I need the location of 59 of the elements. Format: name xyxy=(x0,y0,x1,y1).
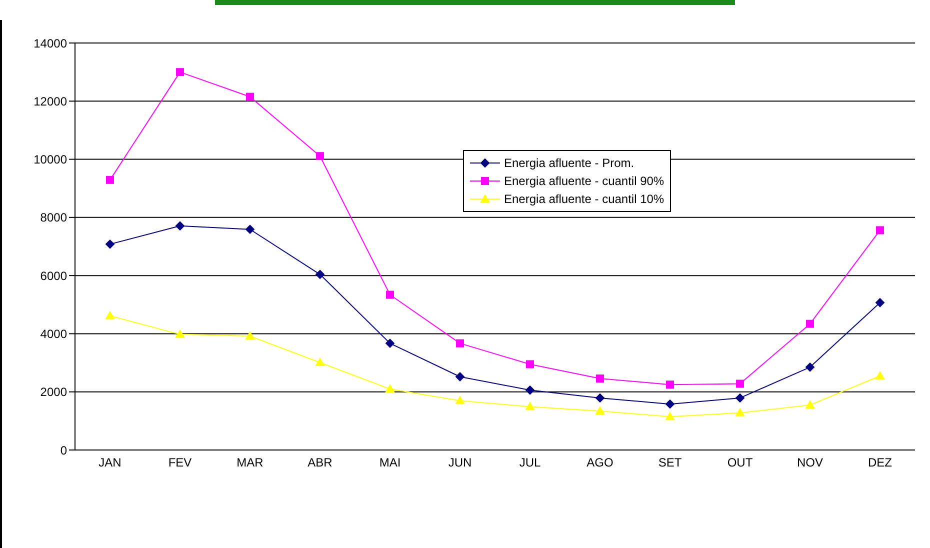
x-tick-label: OUT xyxy=(727,456,754,470)
point xyxy=(456,396,464,404)
point xyxy=(176,330,184,338)
x-tick-label: MAI xyxy=(379,456,401,470)
point xyxy=(666,412,674,420)
point xyxy=(386,338,394,348)
x-tick-label: JUN xyxy=(448,456,472,470)
x-tick-label: ABR xyxy=(308,456,333,470)
point xyxy=(666,380,674,389)
x-tick-label: AGO xyxy=(586,456,614,470)
point xyxy=(526,386,534,395)
x-tick-label: FEV xyxy=(168,456,192,470)
point xyxy=(106,176,114,184)
point xyxy=(736,408,744,416)
point xyxy=(386,384,394,392)
point xyxy=(876,226,884,234)
point xyxy=(596,374,604,382)
point xyxy=(736,380,744,388)
point xyxy=(316,270,324,279)
x-tick-label: SET xyxy=(658,456,682,470)
point xyxy=(526,402,534,410)
point xyxy=(246,92,254,101)
x-tick-label: MAR xyxy=(236,456,264,470)
y-tick-label: 6000 xyxy=(40,268,68,283)
y-tick-label: 14000 xyxy=(34,36,68,50)
point xyxy=(806,400,814,408)
y-tick-label: 8000 xyxy=(40,210,68,225)
point xyxy=(736,393,744,402)
y-tick-label: 0 xyxy=(60,443,68,458)
point xyxy=(666,400,674,409)
point xyxy=(106,311,114,320)
point xyxy=(316,152,324,160)
y-tick-label: 10000 xyxy=(34,152,68,167)
point xyxy=(176,221,184,230)
legend-label: Energia afluente - Prom. xyxy=(504,155,634,172)
point xyxy=(316,358,324,366)
point xyxy=(386,290,394,299)
point xyxy=(456,372,464,382)
x-tick-label: DEZ xyxy=(868,456,892,470)
legend-label: Energia afluente - cuantil 10% xyxy=(504,191,664,208)
x-tick-label: JAN xyxy=(98,456,122,470)
point xyxy=(176,68,184,76)
point xyxy=(876,298,884,308)
y-tick-label: 4000 xyxy=(40,326,68,341)
point xyxy=(596,393,604,402)
point xyxy=(806,362,814,372)
point xyxy=(806,320,814,328)
point xyxy=(106,240,114,249)
x-tick-label: NOV xyxy=(796,456,824,470)
point xyxy=(876,371,884,380)
point xyxy=(456,339,464,348)
point xyxy=(246,332,254,340)
point xyxy=(246,224,254,234)
y-tick-label: 12000 xyxy=(34,94,68,108)
legend-label: Energia afluente - cuantil 90% xyxy=(504,173,664,190)
x-tick-label: JUL xyxy=(519,456,541,470)
point xyxy=(526,360,534,368)
y-tick-label: 2000 xyxy=(40,385,68,400)
point xyxy=(596,406,604,415)
